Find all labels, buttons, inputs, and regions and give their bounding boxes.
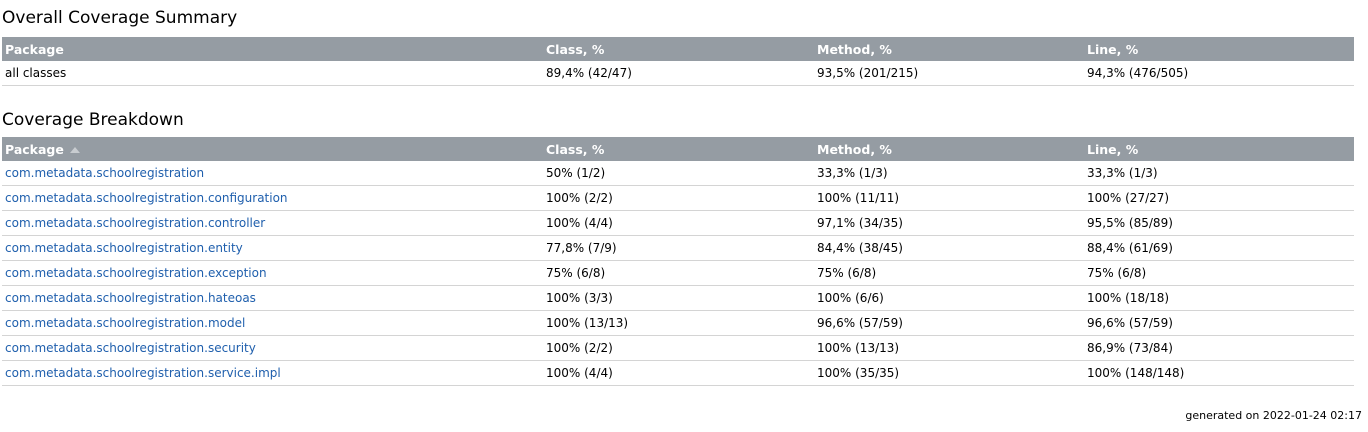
breakdown-rows: com.metadata.schoolregistration 50% (1/2… [2, 161, 1354, 386]
summary-header-package: Package [2, 37, 543, 61]
package-link[interactable]: com.metadata.schoolregistration [5, 166, 205, 180]
class-coverage-cell: 100% (13/13) [543, 310, 814, 336]
class-coverage-cell: 100% (4/4) [543, 360, 814, 386]
package-link[interactable]: com.metadata.schoolregistration.model [5, 316, 246, 330]
package-cell: com.metadata.schoolregistration.entity [2, 235, 543, 261]
class-coverage-cell: 100% (2/2) [543, 335, 814, 361]
breakdown-header-class[interactable]: Class, % [543, 137, 814, 161]
package-link[interactable]: com.metadata.schoolregistration.service.… [5, 366, 281, 380]
line-coverage-cell: 96,6% (57/59) [1084, 310, 1354, 336]
class-coverage-cell: 100% (2/2) [543, 185, 814, 211]
breakdown-header-line[interactable]: Line, % [1084, 137, 1354, 161]
generated-timestamp: generated on 2022-01-24 02:17 [1185, 409, 1362, 422]
breakdown-header-package[interactable]: Package [2, 137, 543, 161]
line-coverage-cell: 100% (18/18) [1084, 285, 1354, 311]
package-cell: com.metadata.schoolregistration.configur… [2, 185, 543, 211]
method-coverage-cell: 84,4% (38/45) [814, 235, 1084, 261]
summary-header-method: Method, % [814, 37, 1084, 61]
sort-ascending-icon[interactable] [69, 146, 80, 153]
overall-summary-title: Overall Coverage Summary [2, 8, 238, 28]
summary-row: all classes 89,4% (42/47) 93,5% (201/215… [2, 61, 1354, 86]
breakdown-header-method[interactable]: Method, % [814, 137, 1084, 161]
table-row: com.metadata.schoolregistration.controll… [2, 210, 1354, 236]
method-coverage-cell: 33,3% (1/3) [814, 161, 1084, 186]
summary-header-row: Package Class, % Method, % Line, % [2, 37, 1354, 61]
method-coverage-cell: 97,1% (34/35) [814, 210, 1084, 236]
package-cell: com.metadata.schoolregistration.model [2, 310, 543, 336]
table-row: com.metadata.schoolregistration.hateoas … [2, 285, 1354, 311]
table-row: com.metadata.schoolregistration.exceptio… [2, 260, 1354, 286]
package-link[interactable]: com.metadata.schoolregistration.hateoas [5, 291, 256, 305]
overall-summary-table: Package Class, % Method, % Line, % all c… [2, 37, 1354, 86]
breakdown-header-package-label[interactable]: Package [5, 141, 64, 157]
line-coverage-cell: 75% (6/8) [1084, 260, 1354, 286]
coverage-breakdown-title: Coverage Breakdown [2, 110, 184, 130]
package-cell: com.metadata.schoolregistration.security [2, 335, 543, 361]
package-cell: com.metadata.schoolregistration [2, 161, 543, 186]
line-coverage-cell: 88,4% (61/69) [1084, 235, 1354, 261]
method-coverage-cell: 100% (35/35) [814, 360, 1084, 386]
summary-line-cell: 94,3% (476/505) [1084, 61, 1354, 86]
package-link[interactable]: com.metadata.schoolregistration.security [5, 341, 256, 355]
line-coverage-cell: 100% (148/148) [1084, 360, 1354, 386]
method-coverage-cell: 100% (13/13) [814, 335, 1084, 361]
class-coverage-cell: 100% (3/3) [543, 285, 814, 311]
package-cell: com.metadata.schoolregistration.service.… [2, 360, 543, 386]
table-row: com.metadata.schoolregistration.service.… [2, 360, 1354, 386]
summary-method-cell: 93,5% (201/215) [814, 61, 1084, 86]
summary-class-cell: 89,4% (42/47) [543, 61, 814, 86]
summary-package-cell: all classes [2, 61, 543, 86]
line-coverage-cell: 100% (27/27) [1084, 185, 1354, 211]
package-cell: com.metadata.schoolregistration.exceptio… [2, 260, 543, 286]
package-link[interactable]: com.metadata.schoolregistration.controll… [5, 216, 266, 230]
package-link[interactable]: com.metadata.schoolregistration.exceptio… [5, 266, 267, 280]
method-coverage-cell: 75% (6/8) [814, 260, 1084, 286]
coverage-breakdown-table: Package Class, % Method, % Line, % com.m… [2, 137, 1354, 386]
method-coverage-cell: 100% (11/11) [814, 185, 1084, 211]
breakdown-header-row: Package Class, % Method, % Line, % [2, 137, 1354, 161]
summary-header-line: Line, % [1084, 37, 1354, 61]
table-row: com.metadata.schoolregistration.security… [2, 335, 1354, 361]
table-row: com.metadata.schoolregistration.configur… [2, 185, 1354, 211]
line-coverage-cell: 33,3% (1/3) [1084, 161, 1354, 186]
package-link[interactable]: com.metadata.schoolregistration.entity [5, 241, 243, 255]
class-coverage-cell: 100% (4/4) [543, 210, 814, 236]
package-cell: com.metadata.schoolregistration.hateoas [2, 285, 543, 311]
package-link[interactable]: com.metadata.schoolregistration.configur… [5, 191, 288, 205]
class-coverage-cell: 50% (1/2) [543, 161, 814, 186]
table-row: com.metadata.schoolregistration.model 10… [2, 310, 1354, 336]
line-coverage-cell: 95,5% (85/89) [1084, 210, 1354, 236]
class-coverage-cell: 77,8% (7/9) [543, 235, 814, 261]
method-coverage-cell: 100% (6/6) [814, 285, 1084, 311]
class-coverage-cell: 75% (6/8) [543, 260, 814, 286]
table-row: com.metadata.schoolregistration 50% (1/2… [2, 161, 1354, 186]
table-row: com.metadata.schoolregistration.entity 7… [2, 235, 1354, 261]
line-coverage-cell: 86,9% (73/84) [1084, 335, 1354, 361]
method-coverage-cell: 96,6% (57/59) [814, 310, 1084, 336]
summary-header-class: Class, % [543, 37, 814, 61]
package-cell: com.metadata.schoolregistration.controll… [2, 210, 543, 236]
